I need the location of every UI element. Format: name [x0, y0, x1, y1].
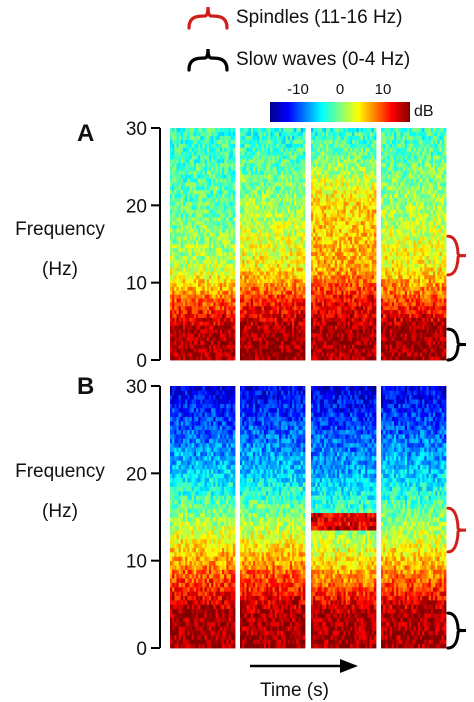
x-axis-label: Time (s)	[260, 680, 329, 702]
y-tick-label: 10	[126, 552, 147, 573]
time-arrow-icon	[250, 658, 360, 674]
slow-waves-brace-icon	[448, 613, 466, 648]
spectrogram-segment	[240, 386, 305, 648]
spectrogram-segment	[381, 386, 446, 648]
y-tick-label: 0	[136, 639, 147, 660]
spindles-brace-icon	[448, 508, 466, 552]
spectrogram-segment	[170, 386, 235, 648]
spectrogram-segment	[311, 386, 376, 648]
y-tick-label: 20	[126, 464, 147, 485]
panel-b-spectrogram: 0 10 20 30	[0, 0, 474, 675]
y-tick-label: 30	[126, 377, 147, 398]
